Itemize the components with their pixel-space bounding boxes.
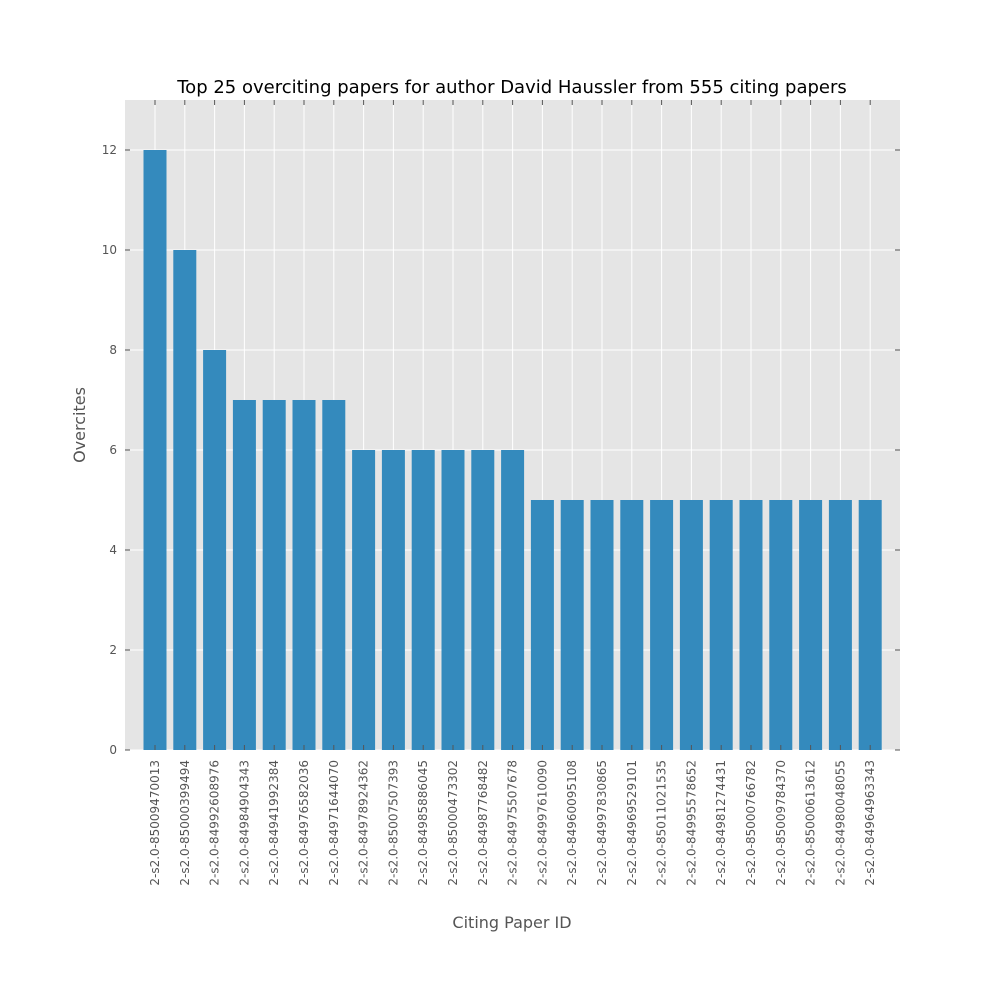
x-tick-label: 2-s2.0-84997830865 [595,760,609,886]
y-axis-label: Overcites [70,387,89,463]
bar-2-s2.0-84969529101 [620,500,644,750]
bar-2-s2.0-84980048055 [828,500,852,750]
bar-2-s2.0-85007507393 [381,450,405,750]
x-tick-label: 2-s2.0-84980048055 [833,760,847,886]
x-axis-ticks: 2-s2.0-85009470013 2-s2.0-85000399494 2-s2… [148,100,877,886]
bar-2-s2.0-84985886045 [411,450,435,750]
x-tick-label: 2-s2.0-84995578652 [684,760,698,886]
x-tick-label: 2-s2.0-84969529101 [625,760,639,886]
bar-2-s2.0-84975507678 [501,450,525,750]
y-axis-ticks: 0 2 4 6 8 10 12 [102,143,900,757]
x-tick-label: 2-s2.0-84997610090 [535,760,549,886]
y-tick-label: 2 [109,643,117,657]
x-tick-label: 2-s2.0-84964963343 [863,760,877,886]
x-tick-label: 2-s2.0-84981274431 [714,760,728,886]
x-tick-label: 2-s2.0-84971644070 [327,760,341,886]
bars [143,150,882,750]
x-axis-label: Citing Paper ID [452,913,571,932]
y-tick-label: 8 [109,343,117,357]
y-tick-label: 0 [109,743,117,757]
x-tick-label: 2-s2.0-84941992384 [267,760,281,886]
y-tick-label: 6 [109,443,117,457]
bar-2-s2.0-85009784370 [769,500,793,750]
x-tick-label: 2-s2.0-85007507393 [386,760,400,886]
x-tick-label: 2-s2.0-85000613612 [804,760,818,886]
bar-2-s2.0-84997830865 [590,500,614,750]
bar-2-s2.0-84992608976 [203,350,227,750]
x-tick-label: 2-s2.0-85009470013 [148,760,162,886]
y-tick-label: 10 [102,243,117,257]
bar-2-s2.0-85000613612 [799,500,823,750]
x-tick-label: 2-s2.0-85011021535 [655,760,669,886]
x-tick-label: 2-s2.0-85000766782 [744,760,758,886]
x-tick-label: 2-s2.0-84978924362 [357,760,371,886]
bar-2-s2.0-85000766782 [739,500,763,750]
bar-2-s2.0-85011021535 [650,500,674,750]
bar-2-s2.0-84971644070 [322,400,346,750]
bar-2-s2.0-84995578652 [679,500,703,750]
bar-2-s2.0-84987768482 [471,450,495,750]
bar-2-s2.0-84960095108 [560,500,584,750]
bar-2-s2.0-85000473302 [441,450,465,750]
bar-2-s2.0-84978924362 [352,450,376,750]
x-tick-label: 2-s2.0-85009784370 [774,760,788,886]
x-tick-label: 2-s2.0-84985886045 [416,760,430,886]
x-tick-label: 2-s2.0-84984904343 [237,760,251,886]
x-tick-label: 2-s2.0-84975507678 [506,760,520,886]
y-tick-label: 12 [102,143,117,157]
x-tick-label: 2-s2.0-84960095108 [565,760,579,886]
bar-2-s2.0-84976582036 [292,400,316,750]
bar-2-s2.0-85000399494 [173,250,197,750]
bar-2-s2.0-84984904343 [232,400,256,750]
bar-2-s2.0-84997610090 [530,500,554,750]
x-tick-label: 2-s2.0-85000399494 [178,760,192,886]
bar-2-s2.0-84964963343 [858,500,882,750]
chart-title: Top 25 overciting papers for author Davi… [176,77,847,98]
x-tick-label: 2-s2.0-84976582036 [297,760,311,886]
bar-2-s2.0-84941992384 [262,400,286,750]
y-tick-label: 4 [109,543,117,557]
x-tick-label: 2-s2.0-84992608976 [208,760,222,886]
bar-2-s2.0-85009470013 [143,150,167,750]
bar-2-s2.0-84981274431 [709,500,733,750]
x-tick-label: 2-s2.0-85000473302 [446,760,460,886]
x-tick-label: 2-s2.0-84987768482 [476,760,490,886]
